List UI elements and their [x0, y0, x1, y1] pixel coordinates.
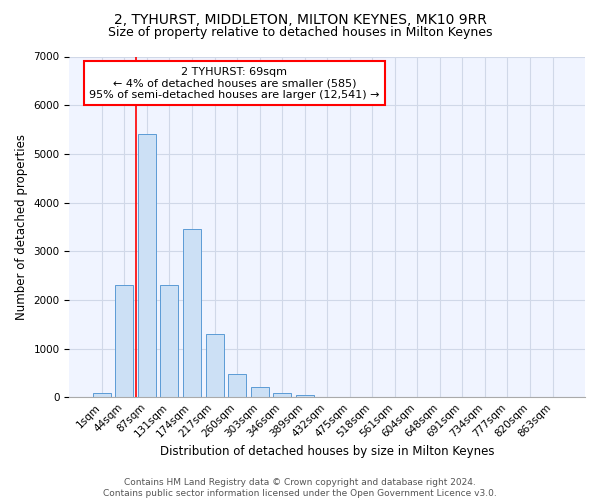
Bar: [228, 374, 246, 397]
Bar: [183, 230, 201, 397]
Bar: [93, 394, 111, 397]
Bar: [206, 334, 224, 397]
Text: Contains HM Land Registry data © Crown copyright and database right 2024.
Contai: Contains HM Land Registry data © Crown c…: [103, 478, 497, 498]
Bar: [138, 134, 156, 397]
Y-axis label: Number of detached properties: Number of detached properties: [15, 134, 28, 320]
Text: Size of property relative to detached houses in Milton Keynes: Size of property relative to detached ho…: [108, 26, 492, 39]
Bar: [115, 286, 133, 397]
Text: 2, TYHURST, MIDDLETON, MILTON KEYNES, MK10 9RR: 2, TYHURST, MIDDLETON, MILTON KEYNES, MK…: [113, 12, 487, 26]
Text: 2 TYHURST: 69sqm
← 4% of detached houses are smaller (585)
95% of semi-detached : 2 TYHURST: 69sqm ← 4% of detached houses…: [89, 66, 380, 100]
Bar: [296, 395, 314, 397]
Bar: [273, 393, 291, 397]
Bar: [251, 388, 269, 397]
Bar: [160, 286, 178, 397]
X-axis label: Distribution of detached houses by size in Milton Keynes: Distribution of detached houses by size …: [160, 444, 494, 458]
